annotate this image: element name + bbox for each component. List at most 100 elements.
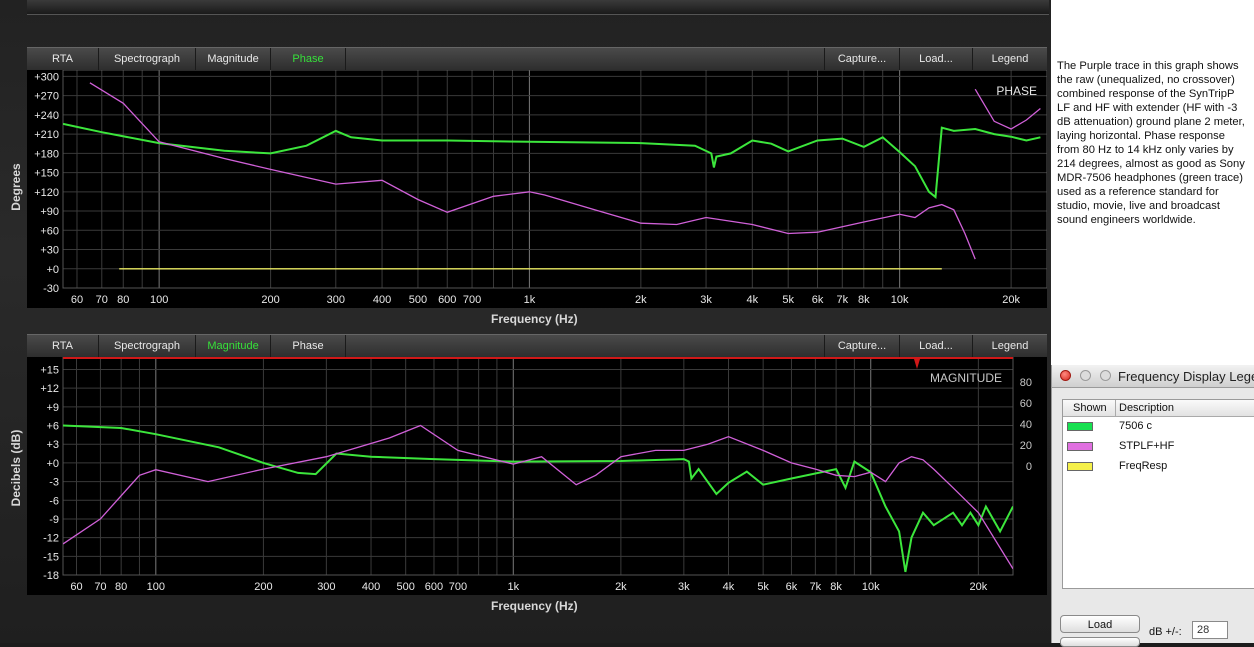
y-tick-label: -18 xyxy=(43,570,59,582)
x-tick-label: 8k xyxy=(830,581,842,593)
x-tick-label: 100 xyxy=(150,294,168,306)
right-axis-tick-label: 80 xyxy=(1020,377,1032,389)
magnitude-y-axis-title: Decibels (dB) xyxy=(9,429,23,507)
y-tick-label: -15 xyxy=(43,551,59,563)
second-legend-button[interactable] xyxy=(1060,637,1140,647)
load-button[interactable]: Load... xyxy=(900,335,973,357)
legend-window-title: Frequency Display Legend xyxy=(1118,369,1254,384)
zoom-icon[interactable] xyxy=(1100,370,1111,381)
right-axis-tick-label: 40 xyxy=(1020,419,1032,431)
top-strip xyxy=(27,0,1049,15)
y-tick-label: -30 xyxy=(43,283,59,295)
shown-column-header[interactable]: Shown xyxy=(1073,402,1107,414)
spectrograph-tab[interactable]: Spectrograph xyxy=(99,335,196,357)
rta-tab[interactable]: RTA xyxy=(27,335,99,357)
x-tick-label: 1k xyxy=(507,581,519,593)
x-tick-label: 400 xyxy=(373,294,391,306)
x-tick-label: 4k xyxy=(723,581,735,593)
series-line-1 xyxy=(89,82,1041,260)
x-tick-label: 70 xyxy=(94,581,106,593)
rta-tab[interactable]: RTA xyxy=(27,48,99,70)
y-tick-label: +9 xyxy=(46,402,59,414)
x-tick-label: 10k xyxy=(862,581,880,593)
phase-corner-label: PHASE xyxy=(996,84,1037,98)
legend-table: Shown Description 7506 c STPLF+HF FreqRe… xyxy=(1062,399,1254,589)
magnitude-tab-active[interactable]: Magnitude xyxy=(196,335,271,357)
right-axis-tick-label: 20 xyxy=(1020,440,1032,452)
legend-row[interactable]: 7506 c xyxy=(1063,418,1254,436)
x-tick-label: 500 xyxy=(409,294,427,306)
phase-plot[interactable]: +300 +270 +240 +210 +180 +150 +120 +90 +60 +30 +0 -… xyxy=(27,69,1048,308)
x-tick-label: 1k xyxy=(524,294,536,306)
y-tick-label: +270 xyxy=(34,91,59,103)
x-tick-label: 80 xyxy=(117,294,129,306)
x-tick-label: 100 xyxy=(147,581,165,593)
x-tick-label: 20k xyxy=(1002,294,1020,306)
legend-row[interactable]: FreqResp xyxy=(1063,458,1254,476)
legend-swatch-yellow[interactable] xyxy=(1067,462,1093,471)
x-tick-label: 6k xyxy=(812,294,824,306)
right-axis-tick-label: 0 xyxy=(1026,461,1032,473)
phase-chart: +300 +270 +240 +210 +180 +150 +120 +90 +60 +30 +0 -… xyxy=(34,69,1048,306)
x-tick-label: 600 xyxy=(438,294,456,306)
x-tick-label: 20k xyxy=(969,581,987,593)
x-tick-label: 200 xyxy=(254,581,272,593)
y-tick-label: -3 xyxy=(49,477,59,489)
x-tick-label: 7k xyxy=(836,294,848,306)
phase-toolbar: RTA Spectrograph Magnitude Phase Capture… xyxy=(27,47,1047,71)
x-tick-label: 300 xyxy=(317,581,335,593)
spectrograph-tab[interactable]: Spectrograph xyxy=(99,48,196,70)
x-tick-label: 5k xyxy=(782,294,794,306)
load-button[interactable]: Load... xyxy=(900,48,973,70)
description-column-header[interactable]: Description xyxy=(1119,402,1175,414)
x-tick-label: 6k xyxy=(786,581,798,593)
y-tick-label: +0 xyxy=(46,264,59,276)
capture-button[interactable]: Capture... xyxy=(824,335,900,357)
y-tick-label: -6 xyxy=(49,495,59,507)
y-tick-label: +6 xyxy=(46,421,59,433)
series-line-0 xyxy=(63,122,1041,199)
legend-row[interactable]: STPLF+HF xyxy=(1063,438,1254,456)
y-tick-label: +60 xyxy=(40,225,59,237)
legend-table-header: Shown Description xyxy=(1063,400,1254,417)
phase-x-axis-title: Frequency (Hz) xyxy=(491,312,578,326)
load-legend-button[interactable]: Load xyxy=(1060,615,1140,633)
y-tick-label: +240 xyxy=(34,110,59,122)
x-tick-label: 5k xyxy=(757,581,769,593)
legend-button[interactable]: Legend xyxy=(991,53,1029,65)
x-tick-label: 60 xyxy=(71,294,83,306)
x-tick-label: 70 xyxy=(96,294,108,306)
phase-tab-active[interactable]: Phase xyxy=(271,48,346,70)
x-tick-label: 700 xyxy=(463,294,481,306)
legend-row-label: STPLF+HF xyxy=(1119,440,1175,452)
magnitude-chart: +15 +12 +9 +6 +3 +0 -3 -6 -9 -12 -15 -18 60 70 80 100 20… xyxy=(40,356,1032,593)
x-tick-label: 80 xyxy=(115,581,127,593)
x-tick-label: 8k xyxy=(858,294,870,306)
column-divider xyxy=(1115,400,1116,416)
magnitude-tab[interactable]: Magnitude xyxy=(196,48,271,70)
y-tick-label: -12 xyxy=(43,533,59,545)
legend-window-titlebar[interactable]: Frequency Display Legend xyxy=(1052,365,1254,388)
db-range-input[interactable]: 28 xyxy=(1192,621,1228,639)
y-tick-label: +12 xyxy=(40,383,59,395)
y-tick-label: +3 xyxy=(46,439,59,451)
magnitude-x-axis-title: Frequency (Hz) xyxy=(491,599,578,613)
legend-button[interactable]: Legend xyxy=(991,340,1029,352)
legend-row-label: 7506 c xyxy=(1119,420,1153,432)
legend-swatch-purple[interactable] xyxy=(1067,442,1093,451)
x-tick-label: 200 xyxy=(261,294,279,306)
x-tick-label: 400 xyxy=(362,581,380,593)
y-tick-label: +120 xyxy=(34,187,59,199)
x-tick-label: 3k xyxy=(700,294,712,306)
legend-window: Frequency Display Legend Shown Descripti… xyxy=(1051,365,1254,647)
magnitude-plot[interactable]: +15 +12 +9 +6 +3 +0 -3 -6 -9 -12 -15 -18 60 70 80 100 20… xyxy=(27,356,1047,595)
x-tick-label: 300 xyxy=(327,294,345,306)
minimize-icon[interactable] xyxy=(1080,370,1091,381)
y-tick-label: +180 xyxy=(34,148,59,160)
capture-button[interactable]: Capture... xyxy=(824,48,900,70)
phase-tab[interactable]: Phase xyxy=(271,335,346,357)
legend-swatch-green[interactable] xyxy=(1067,422,1093,431)
close-icon[interactable] xyxy=(1060,370,1071,381)
y-tick-label: -9 xyxy=(49,514,59,526)
x-tick-label: 10k xyxy=(891,294,909,306)
